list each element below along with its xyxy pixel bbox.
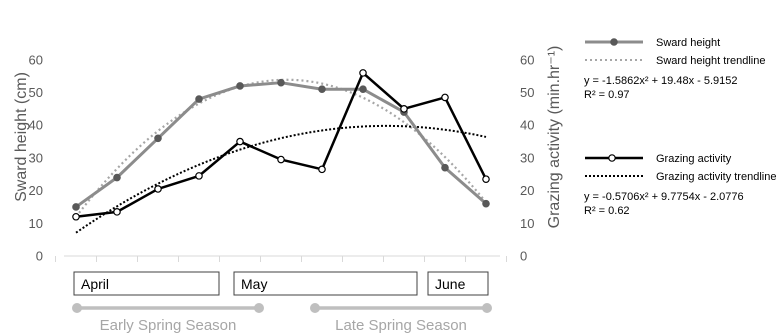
sward-height-point [318,85,326,94]
month-box-june [427,271,489,296]
grazing-activity-point [113,208,121,216]
sward-height-point [154,134,162,143]
y2-tick-label: 60 [520,52,534,67]
month-bands: April May June [73,271,489,296]
month-label-april: April [81,276,109,292]
y-tick-label: 10 [29,216,43,231]
y2-tick-label: 0 [520,249,527,264]
y2-tick-label: 40 [520,118,534,133]
early-spring-season-end-dot [254,303,264,313]
sward-trend-equation: y = -1.5862x² + 19.48x - 5.9152 [584,75,738,87]
y2-tick-label: 10 [520,216,534,231]
month-label-may: May [241,276,267,292]
y2-tick-label: 20 [520,183,534,198]
y-tick-label: 20 [29,183,43,198]
series-lines [72,69,490,221]
late-spring-season-label: Late Spring Season [335,317,467,334]
y-tick-label: 40 [29,118,43,133]
grazing-activity-trendline [75,124,487,234]
grazing-activity-point [359,69,367,77]
sward-height-point [482,199,490,208]
sward-height-line [75,81,487,209]
y-tick-label: 30 [29,150,43,165]
legend-marker-grazing [608,154,616,162]
sward-height-point [195,95,203,103]
late-spring-season-end-dot [482,303,492,313]
y2-axis-title: Grazing activity (min.hr⁻¹) [546,46,563,229]
y2-tick-label: 30 [520,150,534,165]
month-box-april [73,271,220,296]
y-tick-label: 60 [29,52,43,67]
x-axis-tick-marks [55,256,507,262]
sward-height-point [277,78,285,87]
grazing-activity-point [318,165,326,174]
early-spring-season-start-dot [72,303,82,313]
legend-label-grazing: Grazing activity [656,153,732,165]
legend-label-sward-height: Sward height [656,37,720,49]
grazing-activity-point [236,137,244,146]
sward-height-point [359,85,367,94]
sward-trend-r2: R² = 0.97 [584,89,630,101]
y2-tick-label: 50 [520,85,534,100]
legend-marker-sward-height [610,38,618,46]
sward-height-point [113,173,121,182]
grazing-activity-point [441,93,449,102]
sward-height-point [236,82,244,90]
month-box-may [233,271,418,296]
grazing-activity-point [482,175,490,183]
grazing-activity-point [277,155,285,164]
month-label-june: June [435,276,466,292]
legend-label-sward-trend: Sward height trendline [656,55,765,67]
sward-height-point [441,163,449,172]
grazing-activity-point [72,212,80,221]
right-axis-ticks: 0 10 20 30 40 50 60 [520,52,534,263]
early-spring-season-label: Early Spring Season [100,317,237,334]
sward-height-point [72,203,80,211]
legend: Sward height Sward height trendline y = … [584,37,776,217]
grazing-trend-equation: y = -0.5706x² + 9.7754x - 2.0776 [584,191,744,203]
y-axis-title: Sward height (cm) [13,72,30,202]
late-spring-season-start-dot [310,303,320,313]
trendlines [75,78,487,234]
left-axis-ticks: 0 10 20 30 40 50 60 [29,52,43,263]
grazing-activity-point [195,172,203,180]
legend-label-grazing-trend: Grazing activity trendline [656,171,776,183]
y-tick-label: 50 [29,85,43,100]
grazing-trend-r2: R² = 0.62 [584,205,630,217]
sward-height-trendline [75,78,487,218]
grazing-activity-point [400,105,408,113]
y-tick-label: 0 [36,249,43,264]
season-bars: Early Spring Season Late Spring Season [72,303,492,334]
grazing-activity-point [154,185,162,193]
